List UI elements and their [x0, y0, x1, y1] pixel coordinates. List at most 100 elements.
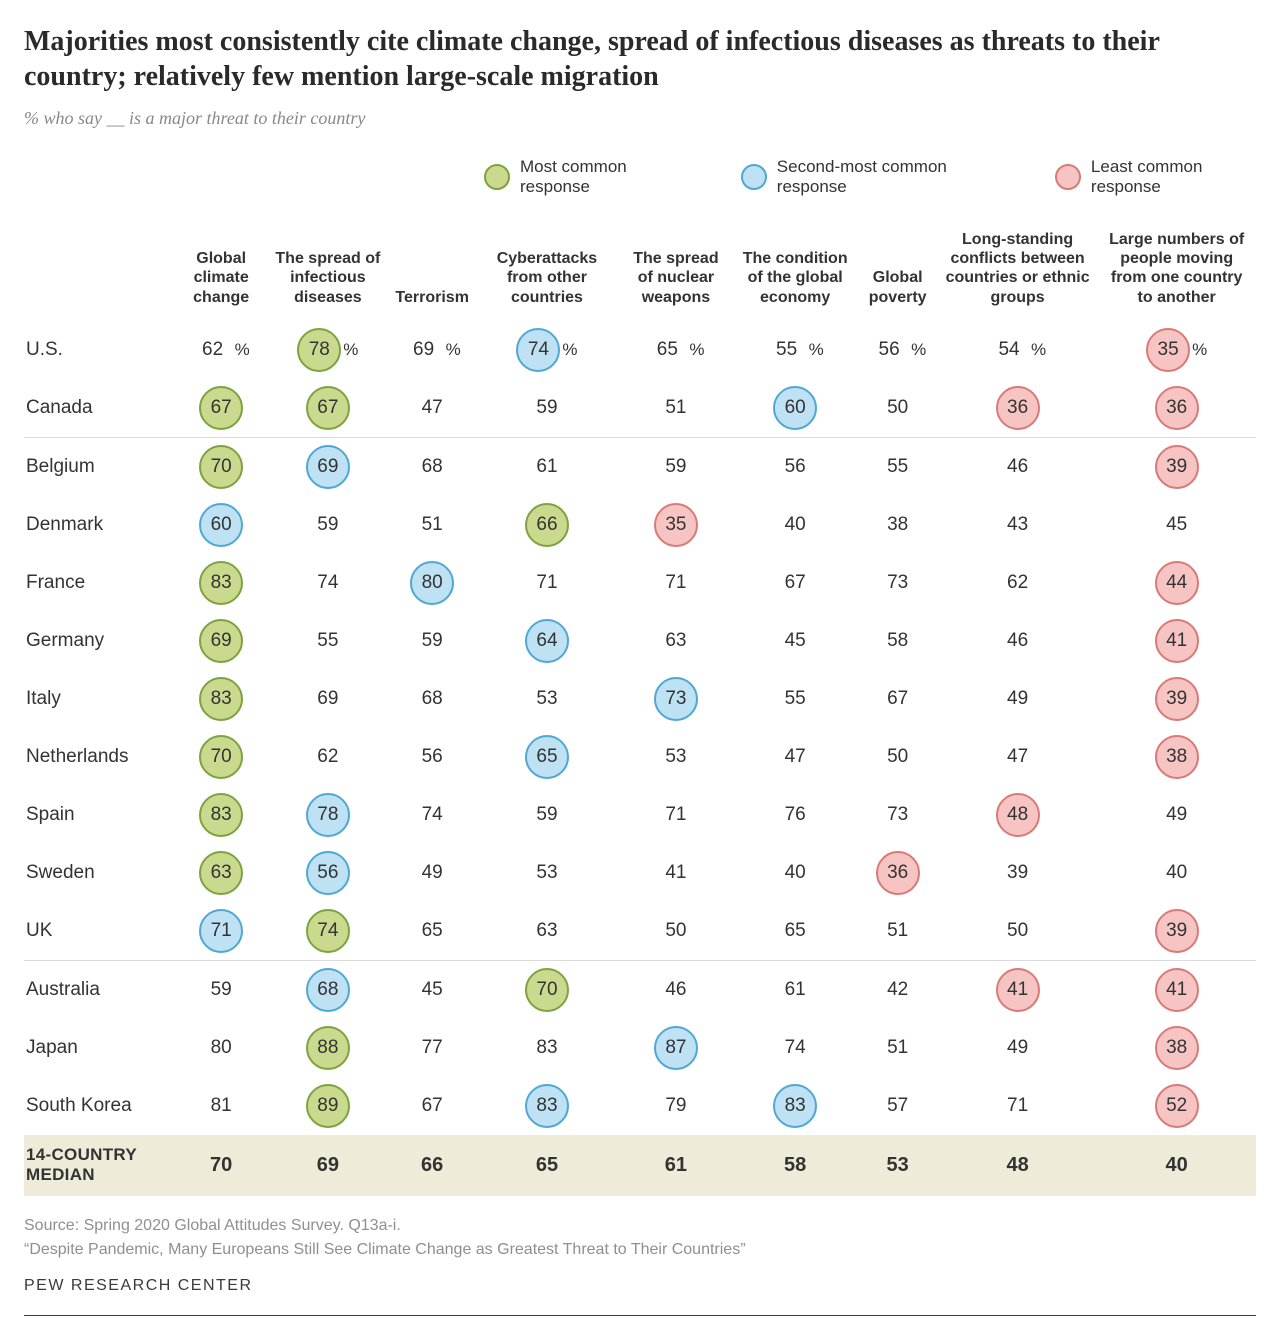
- legend: Most common response Second-most common …: [484, 157, 1256, 196]
- data-cell: 77: [389, 1019, 475, 1077]
- rank-most-icon: 83: [199, 561, 243, 605]
- column-header: Large numbers of people moving from one …: [1097, 224, 1256, 321]
- legend-least: Least common response: [1055, 157, 1256, 196]
- rank-most-icon: 74: [306, 909, 350, 953]
- rank-most-icon: 69: [199, 619, 243, 663]
- data-cell: 71: [619, 786, 733, 844]
- data-cell: 69: [266, 437, 389, 496]
- percent-suffix: %: [1192, 340, 1207, 359]
- data-cell: 46: [619, 960, 733, 1019]
- value: 53: [527, 679, 567, 719]
- data-cell: 38: [1097, 1019, 1256, 1077]
- value: 65: [647, 330, 687, 370]
- data-cell: 39: [938, 844, 1097, 902]
- percent-suffix: %: [689, 340, 704, 359]
- table-row: Belgium706968615956554639: [24, 437, 1256, 496]
- column-header: Global poverty: [857, 224, 937, 321]
- percent-suffix: %: [562, 340, 577, 359]
- row-label: Germany: [24, 612, 176, 670]
- data-cell: 68: [389, 670, 475, 728]
- rank-most-icon: 67: [199, 386, 243, 430]
- row-label: Denmark: [24, 496, 176, 554]
- data-cell: 39: [1097, 902, 1256, 961]
- data-cell: 53: [475, 670, 619, 728]
- value: 46: [656, 970, 696, 1010]
- data-cell: 36: [857, 844, 937, 902]
- data-cell: 73: [857, 554, 937, 612]
- value: 40: [1157, 853, 1197, 893]
- data-cell: 80: [176, 1019, 266, 1077]
- value: 50: [878, 737, 918, 777]
- value: 55: [767, 330, 807, 370]
- rank-most-icon: 70: [199, 735, 243, 779]
- data-cell: 41: [1097, 960, 1256, 1019]
- data-cell: 64: [475, 612, 619, 670]
- table-row: Denmark605951663540384345: [24, 496, 1256, 554]
- data-cell: 46: [938, 612, 1097, 670]
- data-cell: 55%: [733, 321, 858, 379]
- data-cell: 65: [475, 728, 619, 786]
- value: 69: [308, 679, 348, 719]
- value: 65: [775, 911, 815, 951]
- rank-least-icon: 48: [996, 793, 1040, 837]
- percent-suffix: %: [911, 340, 926, 359]
- rank-least-icon: 41: [1155, 619, 1199, 663]
- data-cell: 70: [176, 728, 266, 786]
- chart-title: Majorities most consistently cite climat…: [24, 24, 1256, 94]
- data-cell: 49: [938, 1019, 1097, 1077]
- rank-second-icon: 69: [306, 445, 350, 489]
- value: 40: [775, 505, 815, 545]
- data-cell: 60: [176, 496, 266, 554]
- median-row: 14-COUNTRYMEDIAN706966656158534840: [24, 1135, 1256, 1196]
- data-cell: 70: [475, 960, 619, 1019]
- rank-most-icon: 83: [199, 677, 243, 721]
- rank-second-icon: 65: [525, 735, 569, 779]
- value: 39: [998, 853, 1038, 893]
- data-cell: 59: [176, 960, 266, 1019]
- value: 47: [998, 737, 1038, 777]
- rank-least-icon: 35: [654, 503, 698, 547]
- data-cell: 42: [857, 960, 937, 1019]
- data-cell: 62: [266, 728, 389, 786]
- data-cell: 47: [389, 379, 475, 438]
- value: 62: [998, 563, 1038, 603]
- row-label: Sweden: [24, 844, 176, 902]
- table-row: Italy836968537355674939: [24, 670, 1256, 728]
- rank-least-icon: 36: [996, 386, 1040, 430]
- rank-second-icon: 71: [199, 909, 243, 953]
- source-line-2: “Despite Pandemic, Many Europeans Still …: [24, 1238, 1256, 1263]
- legend-most-label: Most common response: [520, 157, 681, 196]
- rank-second-icon: 80: [410, 561, 454, 605]
- rank-second-icon: 60: [199, 503, 243, 547]
- value: 74: [308, 563, 348, 603]
- value: 74: [412, 795, 452, 835]
- data-cell: 49: [389, 844, 475, 902]
- data-cell: 87: [619, 1019, 733, 1077]
- rank-most-icon: 70: [525, 968, 569, 1012]
- value: 47: [775, 737, 815, 777]
- value: 46: [998, 447, 1038, 487]
- value: 50: [656, 911, 696, 951]
- data-cell: 65: [389, 902, 475, 961]
- median-cell: 48: [938, 1135, 1097, 1196]
- data-cell: 52: [1097, 1077, 1256, 1135]
- data-cell: 59: [475, 379, 619, 438]
- data-cell: 44: [1097, 554, 1256, 612]
- value: 63: [656, 621, 696, 661]
- median-cell: 70: [176, 1135, 266, 1196]
- value: 71: [656, 795, 696, 835]
- table-row: Netherlands706256655347504738: [24, 728, 1256, 786]
- chart-subtitle: % who say __ is a major threat to their …: [24, 108, 1256, 129]
- data-cell: 71: [176, 902, 266, 961]
- median-cell: 53: [857, 1135, 937, 1196]
- data-cell: 83: [733, 1077, 858, 1135]
- value: 56: [869, 330, 909, 370]
- data-cell: 40: [733, 496, 858, 554]
- data-cell: 57: [857, 1077, 937, 1135]
- value: 53: [656, 737, 696, 777]
- rank-most-icon: 83: [199, 793, 243, 837]
- data-cell: 74%: [475, 321, 619, 379]
- value: 50: [878, 388, 918, 428]
- value: 57: [878, 1086, 918, 1126]
- data-cell: 76: [733, 786, 858, 844]
